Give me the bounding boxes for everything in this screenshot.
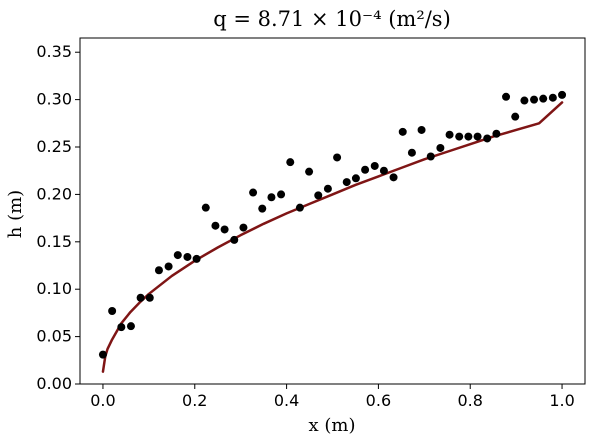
x-tick-label: 0.4 [274,391,299,410]
data-point [323,184,332,193]
data-point [379,166,388,175]
data-point [239,223,248,232]
data-point [220,225,229,234]
data-point [314,191,323,200]
y-axis-ticks: 0.00 0.05 0.10 0.15 0.20 0.25 0.30 0.35 [36,42,80,393]
data-point [455,132,464,141]
chart-title: q = 8.71 × 10⁻⁴ (m²/s) [213,7,451,31]
y-tick-label: 0.10 [36,279,72,298]
data-point [258,204,267,213]
x-tick-label: 0.6 [366,391,391,410]
x-tick-label: 0.2 [182,391,207,410]
data-point [558,90,567,99]
data-point [548,93,557,102]
data-point [305,167,314,176]
data-point [539,94,548,103]
data-point [351,174,360,183]
data-point [286,158,295,167]
data-point [483,134,492,143]
data-point [145,293,154,302]
data-point [502,92,511,101]
data-point [249,188,258,197]
data-point [511,112,520,121]
data-point [530,95,539,104]
data-point [407,148,416,157]
data-point [295,203,304,212]
y-axis-label: h (m) [5,190,26,238]
data-point [464,132,473,141]
fit-curve [101,101,564,373]
x-tick-label: 0.8 [458,391,483,410]
y-tick-label: 0.00 [36,374,72,393]
data-point [361,165,370,174]
x-tick-label: 1.0 [549,391,574,410]
data-point [445,130,454,139]
y-tick-label: 0.05 [36,327,72,346]
data-point [164,262,173,271]
plot-frame [79,37,586,385]
data-point [136,293,145,302]
plot-axes [79,37,586,385]
series-layer [98,90,567,373]
data-point [520,96,529,105]
data-point [333,153,342,162]
data-point [98,350,107,359]
x-axis-ticks: 0.0 0.2 0.4 0.6 0.8 1.0 [90,384,575,410]
data-point [201,203,210,212]
data-point [154,266,163,275]
data-point [398,127,407,136]
data-point [473,132,482,141]
y-tick-label: 0.35 [36,42,72,61]
y-tick-label: 0.25 [36,137,72,156]
data-point [108,307,117,316]
data-point [117,323,126,332]
y-tick-label: 0.20 [36,184,72,203]
data-point [267,193,276,202]
data-point [230,235,239,244]
data-point [277,190,286,199]
x-tick-label: 0.0 [90,391,115,410]
data-point [183,252,192,261]
data-point [417,125,426,134]
data-point [389,173,398,182]
data-point [342,178,351,187]
data-point [211,221,220,230]
data-point [492,129,501,138]
data-point [370,161,379,170]
data-point [126,322,135,331]
y-tick-label: 0.30 [36,90,72,109]
y-tick-label: 0.15 [36,232,72,251]
data-point [192,254,201,263]
data-point [436,143,445,152]
data-point [173,251,182,260]
x-axis-label: x (m) [309,415,356,436]
data-point [426,152,435,161]
